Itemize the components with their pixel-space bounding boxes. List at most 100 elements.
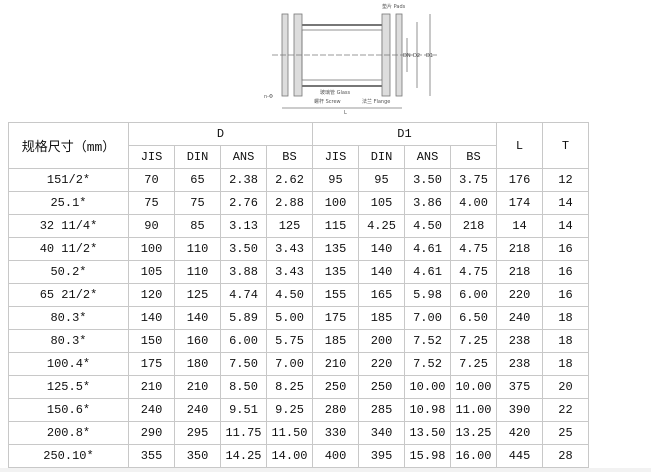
table-cell: 240 [128,398,175,422]
table-cell: 238 [496,329,543,353]
table-cell: 18 [542,306,589,330]
table-cell: 7.50 [220,352,267,376]
table-cell: 290 [128,421,175,445]
pads-label: 垫片 Pads [382,3,406,10]
table-cell: 375 [496,375,543,399]
table-cell: 4.75 [450,237,497,261]
table-cell: 9.25 [266,398,313,422]
d-din-header: DIN [174,145,221,169]
table-cell: 10.00 [404,375,451,399]
table-cell: 135 [312,237,359,261]
table-cell: 32 11/4* [8,214,129,238]
table-cell: 175 [312,306,359,330]
table-cell: 240 [174,398,221,422]
table-cell: 238 [496,352,543,376]
table-cell: 5.75 [266,329,313,353]
table-cell: 16 [542,260,589,284]
table-cell: 3.13 [220,214,267,238]
d1-group-header: D1 [312,122,497,146]
table-cell: 218 [496,237,543,261]
table-cell: 11.00 [450,398,497,422]
table-cell: 220 [496,283,543,307]
table-cell: 18 [542,352,589,376]
table-cell: 90 [128,214,175,238]
table-cell: 14 [542,191,589,215]
table-cell: 140 [174,306,221,330]
table-cell: 4.61 [404,237,451,261]
table-cell: 95 [312,168,359,192]
table-cell: 280 [312,398,359,422]
table-cell: 165 [358,283,405,307]
l-header: L [496,122,543,169]
table-cell: 185 [312,329,359,353]
table-cell: 4.75 [450,260,497,284]
dn-label: DN [403,53,411,59]
table-cell: 7.52 [404,329,451,353]
table-row: 125.5* 210 210 8.50 8.25 250 250 10.00 10.00 375 2… [8,375,589,399]
table-cell: 6.00 [220,329,267,353]
table-cell: 70 [128,168,175,192]
table-cell: 125 [266,214,313,238]
table-cell: 10.98 [404,398,451,422]
table-cell: 95 [358,168,405,192]
table-cell: 80.3* [8,329,129,353]
size-header: 规格尺寸（mm） [8,122,129,169]
table-cell: 4.74 [220,283,267,307]
d1-ans-header: ANS [404,145,451,169]
table-cell: 75 [174,191,221,215]
table-cell: 395 [358,444,405,468]
table-cell: 125 [174,283,221,307]
table-row: 80.3* 140 140 5.89 5.00 175 185 7.00 6.50 240 18 [8,306,589,330]
page-bottom-bar [0,468,651,472]
d1-din-header: DIN [358,145,405,169]
table-cell: 175 [128,352,175,376]
table-cell: 16 [542,237,589,261]
holes-label: n-Φ [264,94,273,100]
table-cell: 210 [128,375,175,399]
table-cell: 16 [542,283,589,307]
table-cell: 120 [128,283,175,307]
table-cell: 200.8* [8,421,129,445]
table-cell: 390 [496,398,543,422]
table-cell: 210 [174,375,221,399]
table-cell: 14 [496,214,543,238]
table-cell: 3.43 [266,237,313,261]
table-cell: 185 [358,306,405,330]
table-cell: 210 [312,352,359,376]
d-group-header: D [128,122,313,146]
d-ans-header: ANS [220,145,267,169]
table-cell: 7.00 [404,306,451,330]
table-cell: 400 [312,444,359,468]
table-cell: 218 [496,260,543,284]
glass-label: 玻璃管 Glass [320,89,351,96]
table-cell: 7.00 [266,352,313,376]
table-cell: 135 [312,260,359,284]
flange-label: 法兰 Flange [362,98,390,105]
table-cell: 5.00 [266,306,313,330]
table-cell: 445 [496,444,543,468]
table-cell: 50.2* [8,260,129,284]
table-cell: 2.88 [266,191,313,215]
table-cell: 140 [128,306,175,330]
table-cell: 22 [542,398,589,422]
table-cell: 4.61 [404,260,451,284]
table-cell: 115 [312,214,359,238]
table-cell: 11.50 [266,421,313,445]
table-cell: 295 [174,421,221,445]
table-cell: 13.25 [450,421,497,445]
table-cell: 240 [496,306,543,330]
table-row: 65 21/2* 120 125 4.74 4.50 155 165 5.98 6.00 220 1… [8,283,589,307]
table-cell: 25.1* [8,191,129,215]
table-cell: 100 [128,237,175,261]
table-cell: 250 [358,375,405,399]
table-cell: 25 [542,421,589,445]
table-cell: 105 [358,191,405,215]
table-cell: 75 [128,191,175,215]
table-cell: 100 [312,191,359,215]
table-cell: 330 [312,421,359,445]
sight-glass-technical-drawing: 垫片 Pads 玻璃管 Glass 螺杆 Screw 法兰 Flange DN … [264,3,437,116]
table-cell: 4.50 [266,283,313,307]
table-cell: 7.25 [450,352,497,376]
table-cell: 110 [174,260,221,284]
d1-bs-header: BS [450,145,497,169]
